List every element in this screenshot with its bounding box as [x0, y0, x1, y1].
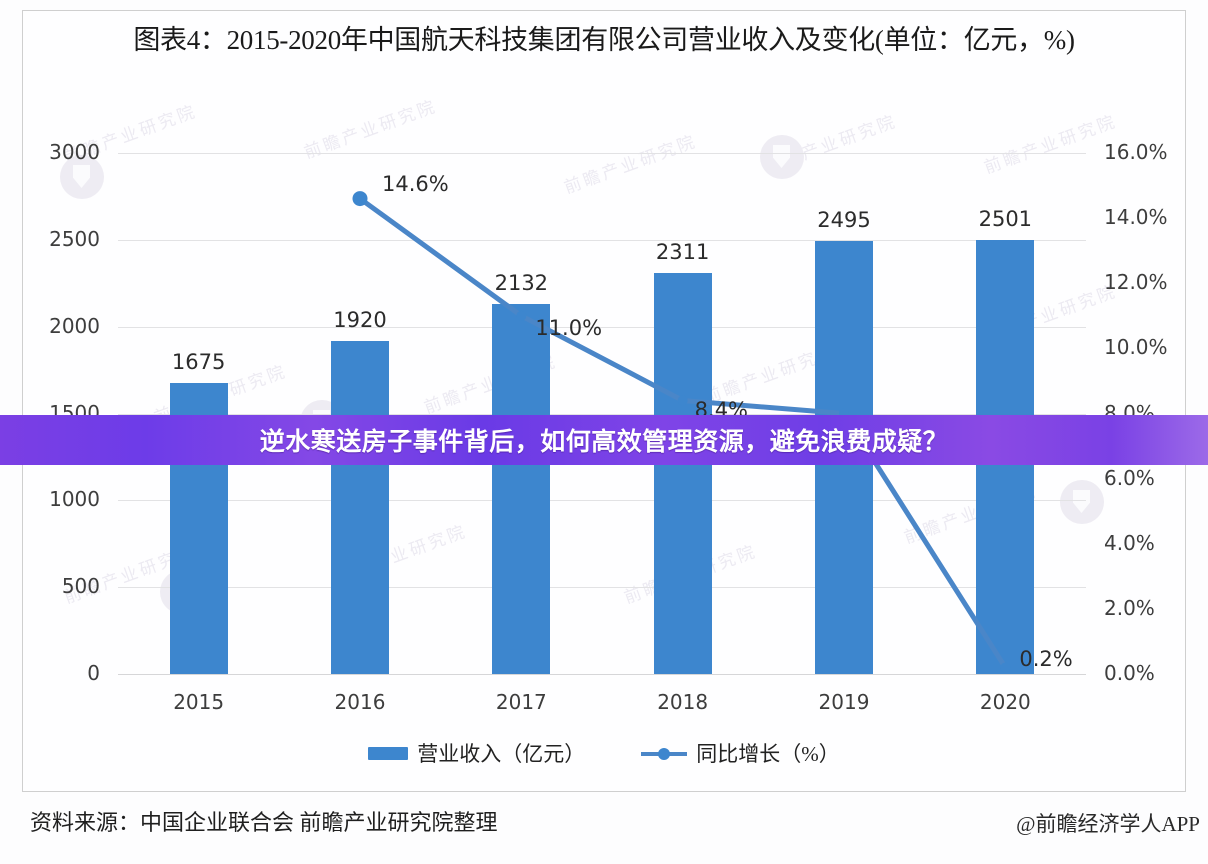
line-value-label: 14.6% — [382, 171, 449, 196]
chart-title: 图表4：2015-2020年中国航天科技集团有限公司营业收入及变化(单位：亿元，… — [133, 25, 1075, 55]
gridline — [118, 500, 1086, 502]
x-tick: 2019 — [818, 690, 870, 714]
line-point-marker[interactable] — [1000, 662, 1011, 673]
gridline — [118, 326, 1086, 328]
bar-value-label: 2311 — [655, 239, 710, 264]
line-value-label: 11.0% — [535, 315, 603, 340]
y-tick-right: 10.0% — [1104, 335, 1168, 360]
y-tick-left: 0 — [87, 661, 100, 685]
y-tick-left: 2500 — [49, 226, 100, 251]
line-swatch-icon — [641, 747, 688, 760]
gridline — [118, 239, 1086, 241]
y-tick-right: 14.0% — [1104, 205, 1168, 230]
gridline — [118, 413, 1086, 415]
line-point-marker[interactable] — [677, 395, 688, 406]
x-tick: 2016 — [334, 690, 386, 714]
bar-value-label: 2501 — [978, 206, 1033, 231]
legend-label-growth: 同比增长（%） — [696, 742, 840, 766]
x-tick: 2020 — [979, 690, 1031, 714]
line-point-marker[interactable] — [516, 310, 527, 321]
y-tick-right: 12.0% — [1104, 270, 1168, 295]
legend-item-growth[interactable]: 同比增长（%） — [641, 738, 840, 768]
y-tick-right: 16.0% — [1104, 140, 1168, 164]
y-tick-left: 500 — [61, 574, 100, 599]
bar[interactable] — [331, 340, 389, 674]
gridline — [118, 153, 1086, 154]
source-note: 资料来源：中国企业联合会 前瞻产业研究院整理 — [30, 810, 498, 835]
line-series — [352, 191, 1011, 673]
promo-banner[interactable]: 逆水寒送房子事件背后，如何高效管理资源，避免浪费成疑？ — [0, 415, 1208, 465]
line-value-label: 0.2% — [1019, 647, 1073, 672]
chart-legend: 营业收入（亿元） 同比增长（%） — [0, 738, 1208, 768]
line-point-marker[interactable] — [352, 191, 368, 207]
x-tick: 2015 — [173, 690, 225, 714]
watermark-logo-icon — [60, 155, 104, 199]
x-tick: 2017 — [495, 690, 547, 714]
watermark-logo-icon — [760, 135, 804, 179]
watermark-logo-icon — [1060, 480, 1104, 524]
y-tick-left: 3000 — [49, 140, 100, 164]
bar-value-label: 1675 — [171, 350, 226, 375]
bar[interactable] — [653, 272, 712, 674]
y-tick-right: 0.0% — [1104, 661, 1155, 685]
x-tick: 2018 — [657, 690, 709, 714]
y-tick-right: 6.0% — [1104, 465, 1155, 490]
bar[interactable] — [492, 303, 551, 674]
legend-item-revenue[interactable]: 营业收入（亿元） — [368, 738, 585, 768]
y-tick-left: 1000 — [49, 487, 100, 512]
gridline — [118, 674, 1086, 675]
plot-area — [118, 153, 1086, 675]
y-tick-right: 4.0% — [1104, 530, 1155, 555]
y-tick-left: 2000 — [49, 313, 100, 338]
bar-swatch-icon — [368, 746, 409, 760]
app-watermark: @前瞻经济学人APP — [1016, 812, 1200, 836]
legend-label-revenue: 营业收入（亿元） — [417, 742, 586, 766]
bar-value-label: 2495 — [817, 207, 871, 232]
bar-value-label: 2132 — [494, 270, 549, 295]
promo-banner-text: 逆水寒送房子事件背后，如何高效管理资源，避免浪费成疑？ — [259, 428, 949, 456]
gridline — [118, 587, 1086, 589]
y-tick-right: 2.0% — [1104, 595, 1155, 620]
bar-value-label: 1920 — [333, 307, 387, 332]
